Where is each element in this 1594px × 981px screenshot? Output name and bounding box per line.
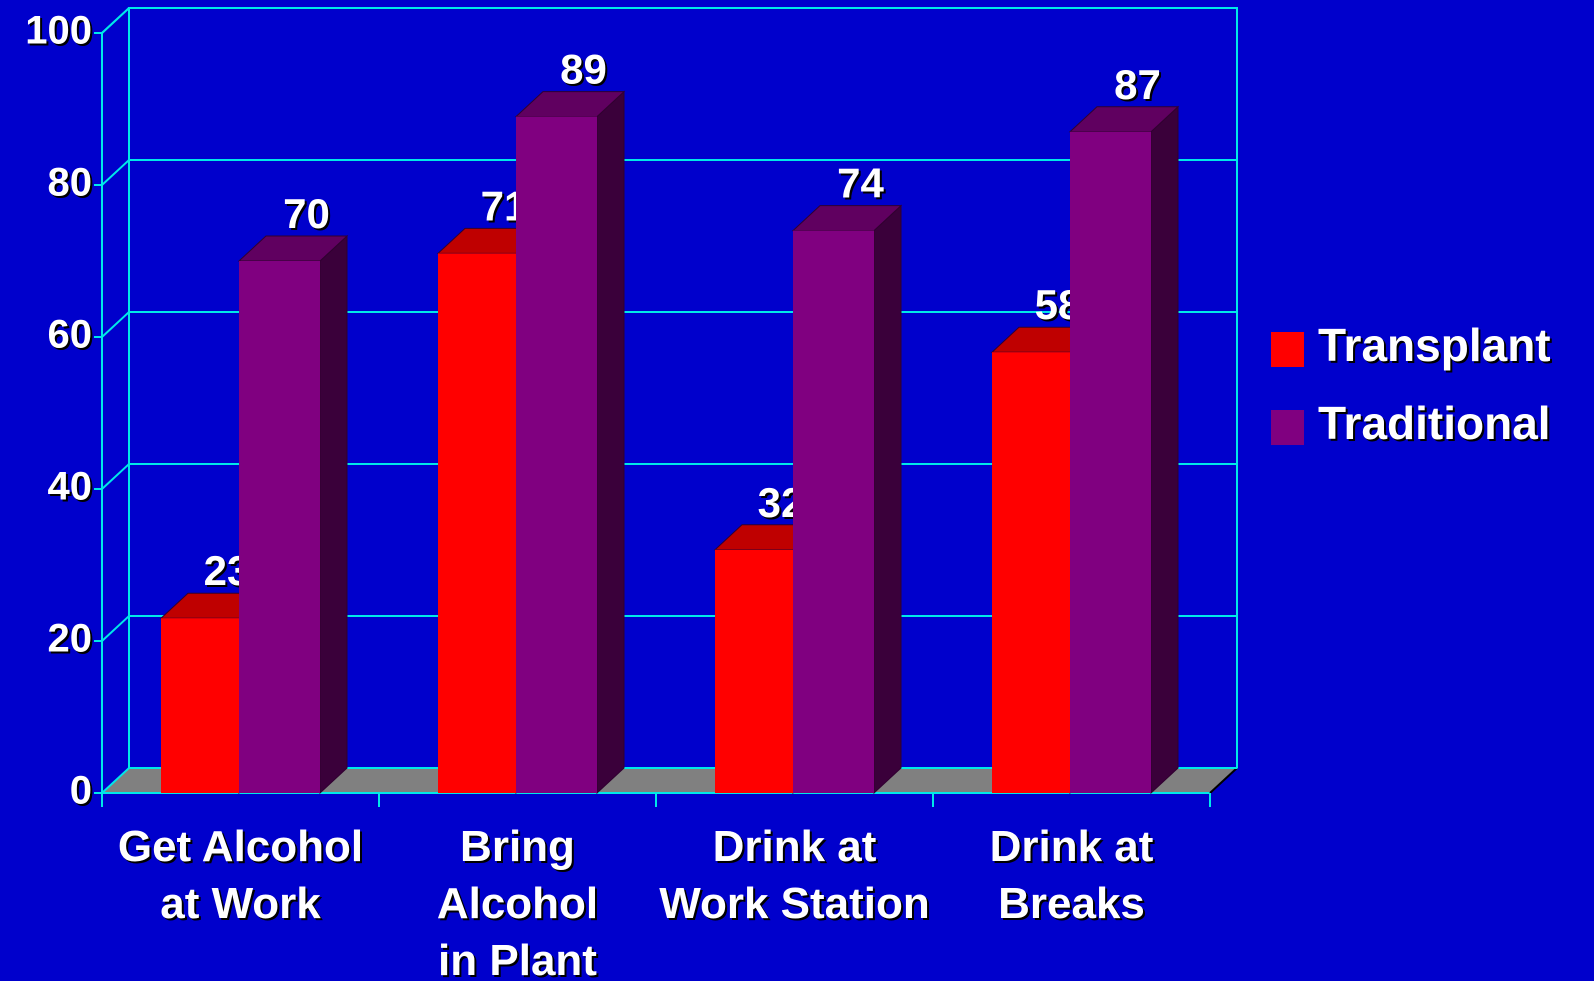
- grid-line-side: [101, 7, 130, 34]
- bar: [793, 230, 874, 794]
- y-tick-label: 40: [48, 465, 93, 509]
- value-label: 70: [283, 190, 330, 237]
- legend-label: Transplant: [1318, 319, 1551, 371]
- legend-swatch: [1271, 332, 1304, 367]
- y-tick-label: 80: [48, 161, 93, 205]
- bar: [992, 352, 1070, 793]
- bar: [715, 549, 793, 793]
- y-tick-label: 20: [48, 617, 93, 661]
- grid-line-side: [101, 615, 130, 642]
- x-tick-label: Drink at: [713, 822, 877, 871]
- value-label: 89: [560, 46, 607, 93]
- bar: [516, 116, 597, 794]
- bar-side: [873, 204, 902, 795]
- x-tick-label: Drink at: [990, 822, 1154, 871]
- value-label: 87: [1114, 61, 1161, 108]
- bar: [161, 618, 239, 793]
- x-tick-label: Work Station: [659, 879, 930, 928]
- y-tick-label: 100: [25, 9, 92, 53]
- x-tick-label: Alcohol: [437, 879, 598, 928]
- y-tick-label: 60: [48, 313, 93, 357]
- bar-side: [319, 234, 348, 795]
- x-tick-label: at Work: [160, 879, 321, 928]
- legend-swatch: [1271, 410, 1304, 445]
- value-label: 74: [837, 160, 884, 207]
- y-tick-label: 0: [70, 769, 92, 813]
- x-tick-label: Breaks: [998, 879, 1145, 928]
- bar-side: [1150, 105, 1179, 795]
- legend-label: Traditional: [1318, 397, 1551, 449]
- bar: [1070, 131, 1151, 794]
- x-tick-label: Get Alcohol: [118, 822, 363, 871]
- bar: [239, 261, 320, 793]
- x-tick-label: Bring: [460, 822, 575, 871]
- grid-line-side: [101, 767, 130, 794]
- grid-line-side: [101, 311, 130, 338]
- bar: [438, 253, 516, 793]
- grid-line-side: [101, 159, 130, 186]
- grid-line-side: [101, 463, 130, 490]
- x-tick-label: in Plant: [438, 936, 597, 981]
- floor-edge: [1209, 767, 1238, 794]
- bar-side: [596, 90, 625, 795]
